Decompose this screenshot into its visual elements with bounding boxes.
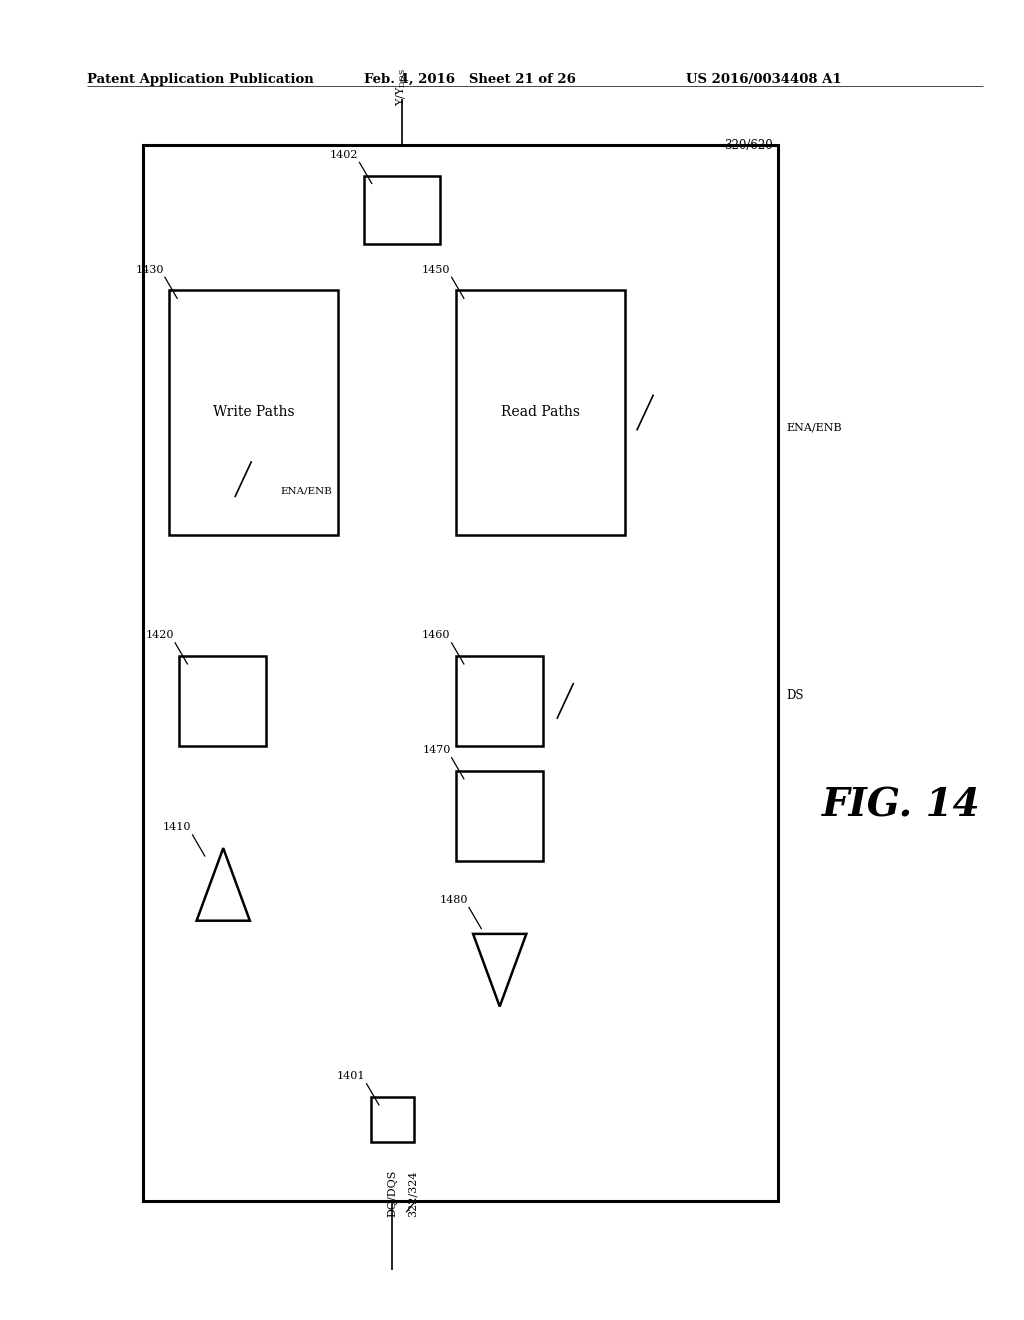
Text: Write Paths: Write Paths bbox=[213, 405, 294, 420]
Bar bbox=[143, 145, 778, 1201]
Text: Y/Y$_{\mathregular{DQS}}$: Y/Y$_{\mathregular{DQS}}$ bbox=[395, 67, 410, 106]
Bar bbox=[456, 656, 543, 746]
Text: ENA/ENB: ENA/ENB bbox=[786, 422, 842, 433]
Bar bbox=[179, 656, 266, 746]
Text: 1460: 1460 bbox=[422, 630, 451, 640]
Text: 320/620: 320/620 bbox=[724, 139, 773, 152]
Text: FIG. 14: FIG. 14 bbox=[822, 787, 980, 824]
Polygon shape bbox=[473, 935, 526, 1006]
Text: 322/324: 322/324 bbox=[408, 1171, 418, 1217]
Bar bbox=[169, 290, 338, 535]
Text: ENA/ENB: ENA/ENB bbox=[281, 486, 333, 495]
Text: Read Paths: Read Paths bbox=[501, 405, 580, 420]
Text: 1410: 1410 bbox=[163, 822, 191, 832]
Text: Patent Application Publication: Patent Application Publication bbox=[87, 73, 313, 86]
Bar bbox=[364, 176, 440, 244]
Text: Feb. 4, 2016   Sheet 21 of 26: Feb. 4, 2016 Sheet 21 of 26 bbox=[364, 73, 575, 86]
Text: 1450: 1450 bbox=[422, 264, 451, 275]
Text: DQ/DQS: DQ/DQS bbox=[387, 1170, 397, 1217]
Bar bbox=[456, 290, 625, 535]
Bar bbox=[456, 771, 543, 861]
Text: 1480: 1480 bbox=[439, 895, 468, 906]
Text: 1402: 1402 bbox=[330, 149, 358, 160]
Text: 1430: 1430 bbox=[135, 264, 164, 275]
Bar bbox=[371, 1097, 414, 1142]
Text: 1401: 1401 bbox=[337, 1071, 366, 1081]
Text: 1420: 1420 bbox=[145, 630, 174, 640]
Polygon shape bbox=[197, 847, 250, 921]
Text: DS: DS bbox=[786, 689, 804, 702]
Text: 1470: 1470 bbox=[422, 744, 451, 755]
Text: US 2016/0034408 A1: US 2016/0034408 A1 bbox=[686, 73, 842, 86]
